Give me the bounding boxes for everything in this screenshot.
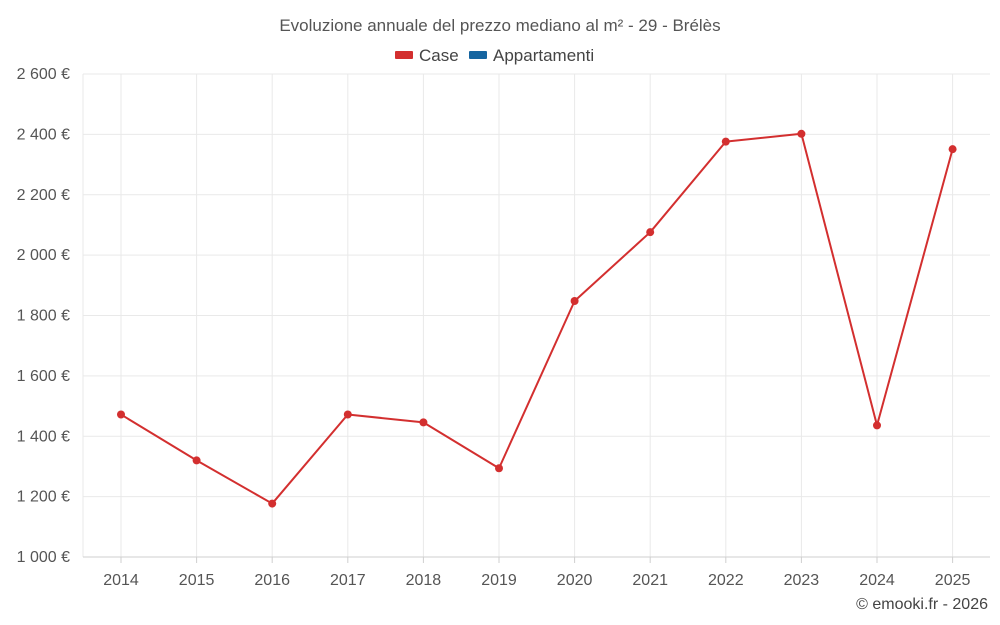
- y-tick-label: 1 800 €: [17, 308, 70, 325]
- chart-title: Evoluzione annuale del prezzo mediano al…: [279, 16, 720, 35]
- x-tick-label: 2014: [103, 572, 139, 589]
- x-tick-label: 2024: [859, 572, 895, 589]
- y-tick-label: 2 200 €: [17, 187, 70, 204]
- series-line-0: [120, 132, 954, 505]
- x-tick-label: 2017: [330, 572, 366, 589]
- x-axis-ticks: 2014 2015 2016 2017 2018 2019 2020 2021 2022 2023…: [103, 572, 970, 589]
- legend-label-appartamenti: Appartamenti: [493, 46, 594, 65]
- y-tick-label: 2 400 €: [17, 126, 70, 143]
- credit-text: © emooki.fr - 2026: [856, 596, 988, 613]
- data-point[interactable]: [570, 297, 579, 306]
- series: [117, 129, 957, 508]
- data-point[interactable]: [343, 410, 352, 419]
- x-tick-label: 2023: [784, 572, 820, 589]
- x-tick-label: 2020: [557, 572, 593, 589]
- x-tick-label: 2025: [935, 572, 971, 589]
- y-axis-ticks: 1 000 € 1 200 € 1 400 € 1 600 € 1 800 € 2 000…: [17, 66, 70, 566]
- data-point[interactable]: [873, 421, 881, 430]
- x-tick-label: 2016: [254, 572, 290, 589]
- x-tick-label: 2019: [481, 572, 517, 589]
- data-point[interactable]: [721, 137, 730, 146]
- legend-label-case: Case: [419, 46, 459, 65]
- legend-item-appartamenti[interactable]: Appartamenti: [469, 46, 594, 65]
- y-tick-label: 1 600 €: [17, 368, 70, 385]
- legend-swatch-case: [395, 51, 413, 59]
- x-tick-label: 2021: [632, 572, 668, 589]
- data-point[interactable]: [948, 145, 957, 154]
- legend-item-case[interactable]: Case: [395, 46, 459, 65]
- x-tick-label: 2015: [179, 572, 215, 589]
- x-tick-label: 2022: [708, 572, 744, 589]
- grid: [82, 73, 990, 557]
- x-tick-label: 2018: [406, 572, 442, 589]
- y-tick-label: 1 200 €: [17, 489, 70, 506]
- y-tick-label: 1 000 €: [17, 549, 70, 566]
- axes: [83, 556, 990, 563]
- legend: Case Appartamenti: [395, 46, 594, 65]
- data-point[interactable]: [646, 228, 655, 237]
- data-point[interactable]: [192, 456, 201, 465]
- data-point[interactable]: [495, 464, 503, 473]
- y-tick-label: 2 000 €: [17, 247, 70, 264]
- data-point[interactable]: [117, 410, 125, 419]
- data-point[interactable]: [268, 499, 277, 508]
- y-tick-label: 2 600 €: [17, 66, 70, 83]
- data-point[interactable]: [797, 129, 806, 138]
- legend-swatch-appartamenti: [469, 51, 487, 59]
- data-point[interactable]: [419, 418, 428, 427]
- y-tick-label: 1 400 €: [17, 428, 70, 445]
